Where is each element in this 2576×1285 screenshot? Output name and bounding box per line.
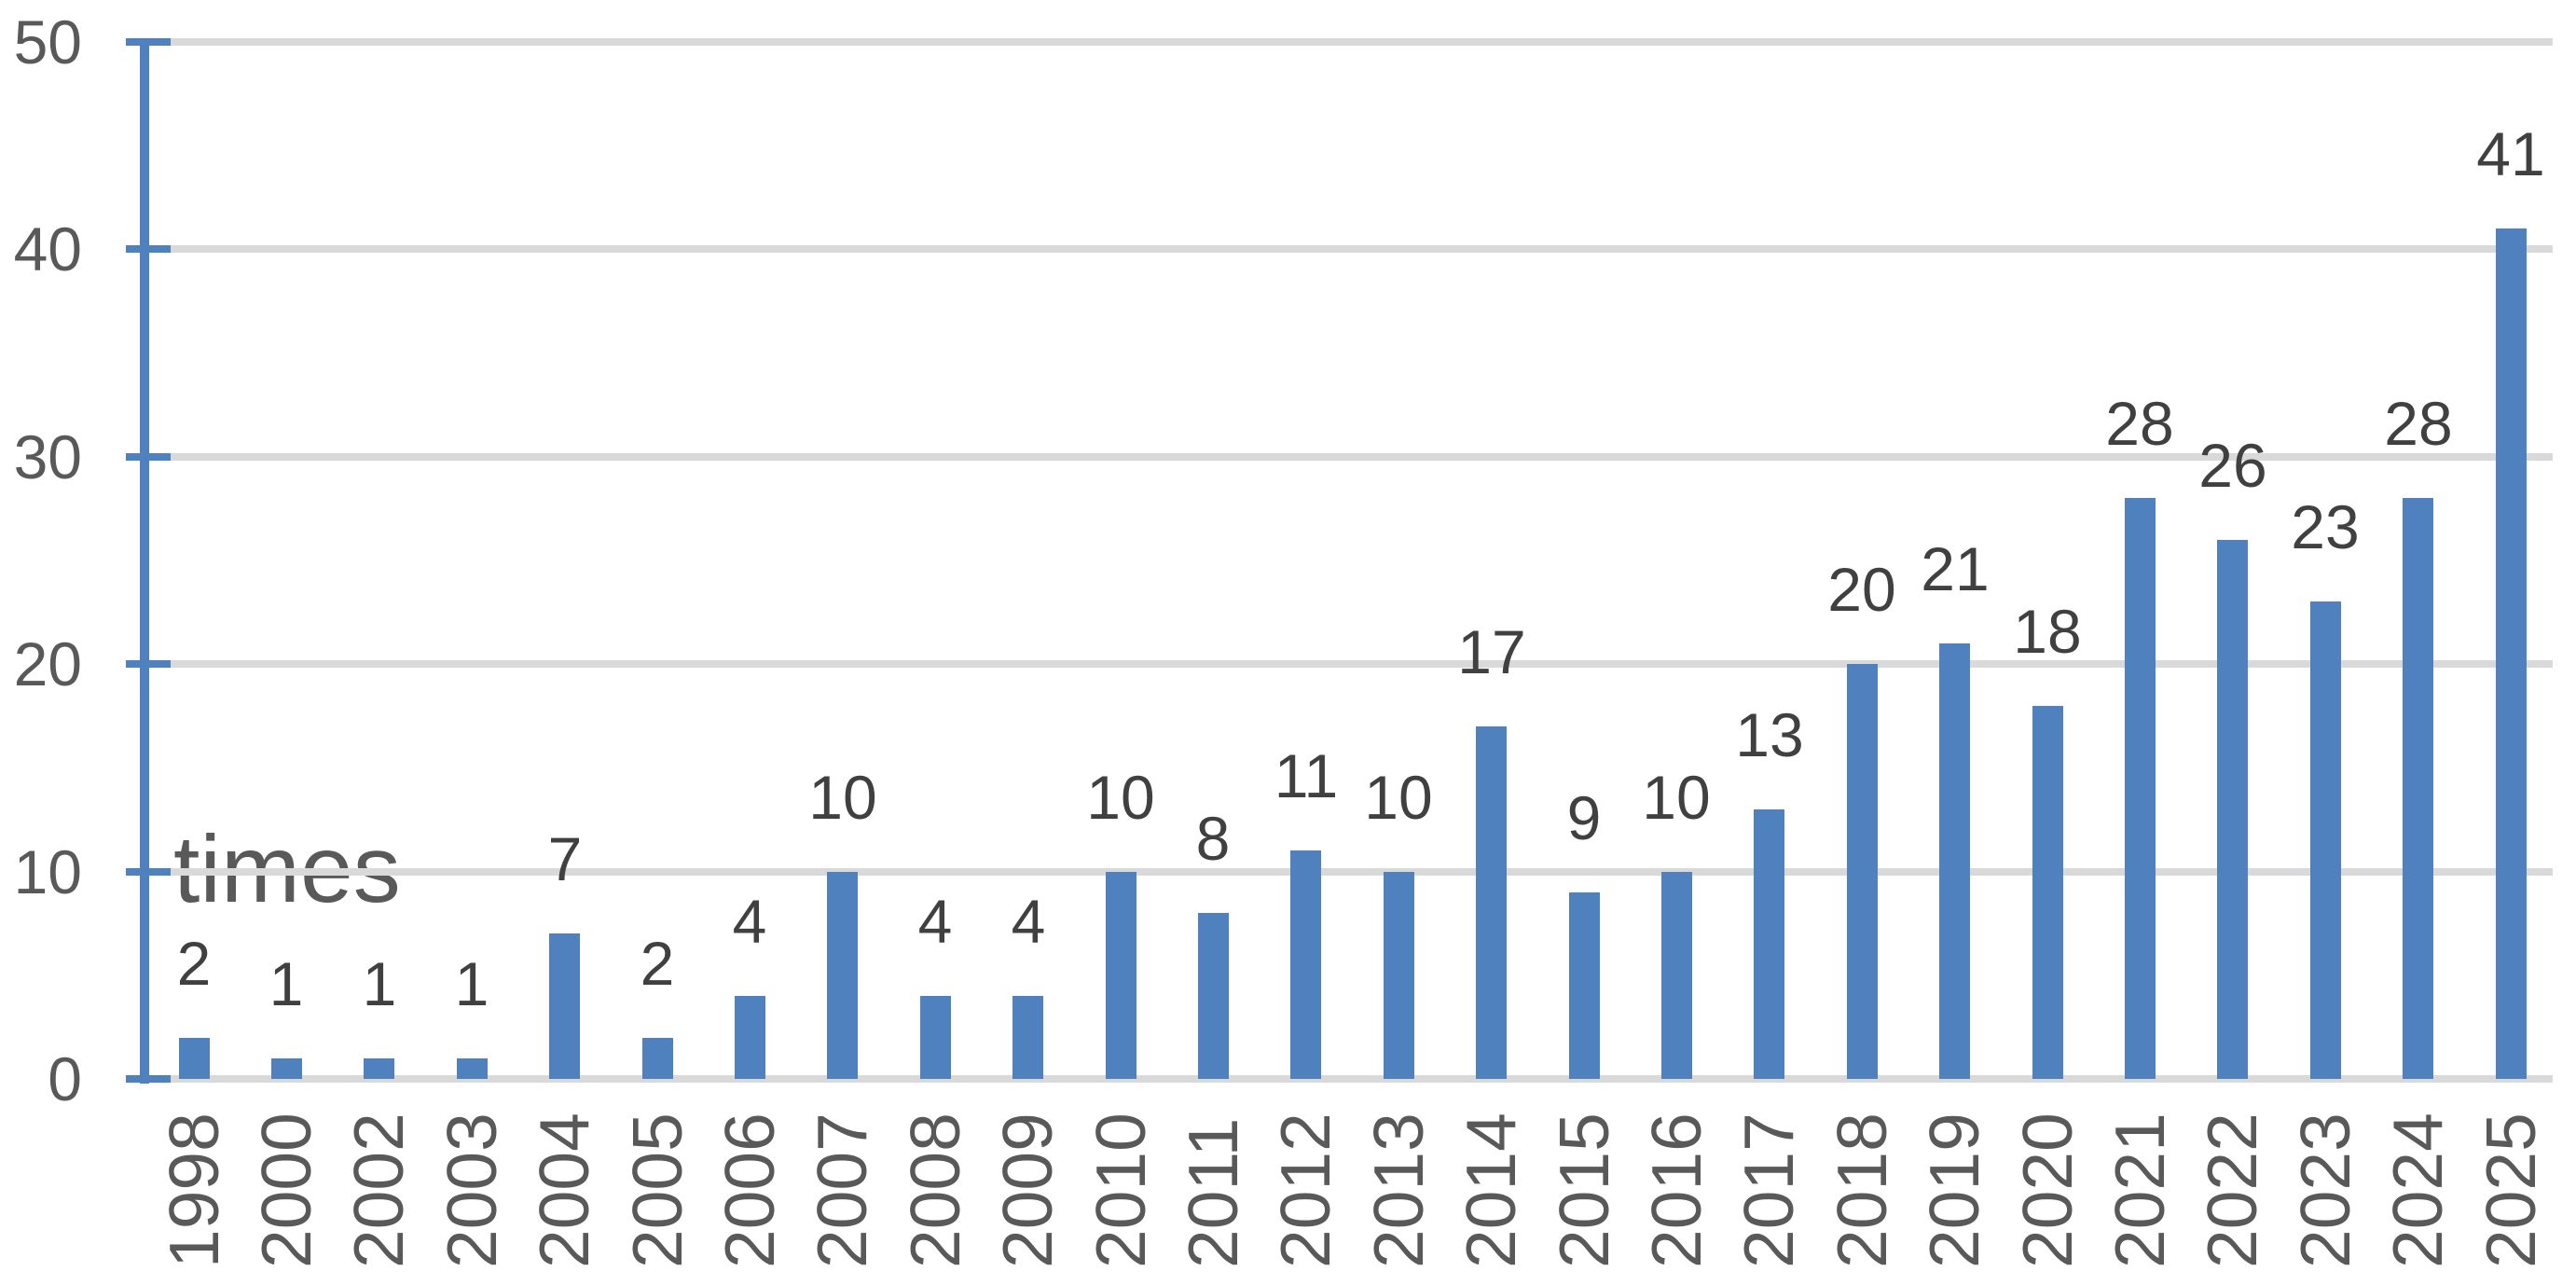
bar-2009 xyxy=(1012,996,1043,1079)
x-axis-label-2008: 2008 xyxy=(896,1112,974,1268)
y-axis-tick-30 xyxy=(126,453,171,461)
bar-2022 xyxy=(2217,540,2248,1079)
data-label-2025: 41 xyxy=(2476,119,2545,188)
data-label-2022: 26 xyxy=(2198,431,2267,500)
data-label-2008: 4 xyxy=(917,887,953,956)
gridline-30 xyxy=(171,453,2553,461)
y-axis-tick-label-20: 20 xyxy=(13,629,82,698)
gridline-20 xyxy=(171,660,2553,668)
bar-2002 xyxy=(364,1058,394,1079)
bar-2018 xyxy=(1847,664,1878,1079)
data-label-2017: 13 xyxy=(1735,700,1804,769)
bar-2007 xyxy=(827,872,858,1079)
y-axis-tick-10 xyxy=(126,868,171,876)
x-axis-label-2019: 2019 xyxy=(1915,1112,1993,1268)
gridline-10 xyxy=(171,868,2553,876)
x-axis-label-2015: 2015 xyxy=(1545,1112,1623,1268)
y-axis-tick-label-50: 50 xyxy=(13,7,82,76)
x-axis-label-2021: 2021 xyxy=(2101,1112,2179,1268)
bar-2020 xyxy=(2032,706,2063,1079)
data-label-2000: 1 xyxy=(269,949,304,1018)
x-axis-label-2004: 2004 xyxy=(525,1112,603,1268)
x-axis-label-1998: 1998 xyxy=(155,1112,233,1268)
data-label-2020: 18 xyxy=(2013,597,2082,666)
bar-2008 xyxy=(920,996,951,1079)
data-label-1998: 2 xyxy=(176,929,212,998)
bar-2004 xyxy=(549,933,580,1079)
x-axis-label-2003: 2003 xyxy=(433,1112,511,1268)
x-axis-label-2007: 2007 xyxy=(803,1112,881,1268)
y-axis-tick-label-0: 0 xyxy=(48,1044,82,1113)
bar-2006 xyxy=(735,996,765,1079)
x-axis-label-2025: 2025 xyxy=(2472,1112,2550,1268)
y-axis-tick-20 xyxy=(126,660,171,668)
data-label-2018: 20 xyxy=(1827,555,1896,624)
y-axis-tick-40 xyxy=(126,245,171,253)
data-label-2012: 11 xyxy=(1274,741,1339,810)
bar-2011 xyxy=(1198,913,1229,1079)
x-axis-label-2000: 2000 xyxy=(247,1112,325,1268)
y-axis-tick-label-30: 30 xyxy=(13,422,82,491)
data-label-2024: 28 xyxy=(2384,389,2453,458)
bar-2015 xyxy=(1569,892,1600,1079)
gridline-50 xyxy=(171,38,2553,46)
x-axis-label-2023: 2023 xyxy=(2286,1112,2364,1268)
x-axis-label-2010: 2010 xyxy=(1081,1112,1160,1268)
gridline-40 xyxy=(171,245,2553,253)
bar-2005 xyxy=(642,1038,673,1079)
bar-2014 xyxy=(1476,726,1507,1079)
x-axis-label-2013: 2013 xyxy=(1359,1112,1438,1268)
x-axis-label-2012: 2012 xyxy=(1266,1112,1344,1268)
y-axis-tick-0 xyxy=(126,1075,171,1083)
bar-2021 xyxy=(2125,498,2156,1079)
gridline-0 xyxy=(145,1075,2553,1083)
bar-2012 xyxy=(1290,850,1321,1079)
x-axis-label-2002: 2002 xyxy=(339,1112,418,1268)
data-label-2016: 10 xyxy=(1642,763,1711,832)
data-label-2014: 17 xyxy=(1457,617,1526,686)
x-axis-label-2017: 2017 xyxy=(1729,1112,1808,1268)
y-axis-tick-label-10: 10 xyxy=(13,837,82,906)
x-axis-label-2016: 2016 xyxy=(1637,1112,1715,1268)
bar-2016 xyxy=(1661,872,1692,1079)
bar-2000 xyxy=(271,1058,302,1079)
bar-2017 xyxy=(1754,809,1784,1079)
y-axis-line xyxy=(140,38,149,1084)
bar-2003 xyxy=(457,1058,488,1079)
data-label-2004: 7 xyxy=(547,824,583,893)
data-label-2006: 4 xyxy=(732,887,767,956)
x-axis-label-2011: 2011 xyxy=(1174,1117,1252,1268)
x-axis-label-2024: 2024 xyxy=(2378,1112,2457,1268)
x-axis-label-2014: 2014 xyxy=(1452,1112,1530,1268)
data-label-2013: 10 xyxy=(1364,763,1433,832)
x-axis-label-2006: 2006 xyxy=(710,1112,789,1268)
bar-1998 xyxy=(179,1038,210,1079)
x-axis-label-2009: 2009 xyxy=(988,1112,1067,1268)
data-label-2019: 21 xyxy=(1921,534,1990,603)
data-label-2009: 4 xyxy=(1011,887,1046,956)
data-label-2007: 10 xyxy=(808,763,877,832)
data-label-2002: 1 xyxy=(362,949,397,1018)
bar-2019 xyxy=(1939,643,1970,1079)
data-label-2015: 9 xyxy=(1566,783,1602,852)
data-label-2011: 8 xyxy=(1195,804,1231,873)
x-axis-label-2005: 2005 xyxy=(618,1112,696,1268)
bar-2024 xyxy=(2403,498,2433,1079)
data-label-2023: 23 xyxy=(2291,492,2360,561)
bar-2023 xyxy=(2310,601,2341,1079)
bar-2010 xyxy=(1106,872,1136,1079)
y-axis-tick-50 xyxy=(126,38,171,46)
x-axis-label-2020: 2020 xyxy=(2008,1112,2087,1268)
x-axis-label-2018: 2018 xyxy=(1823,1112,1901,1268)
data-label-2005: 2 xyxy=(640,929,675,998)
bar-2013 xyxy=(1384,872,1414,1079)
data-label-2010: 10 xyxy=(1086,763,1155,832)
data-label-2021: 28 xyxy=(2105,389,2174,458)
y-axis-tick-label-40: 40 xyxy=(13,214,82,283)
x-axis-label-2022: 2022 xyxy=(2193,1112,2271,1268)
bar-2025 xyxy=(2496,228,2527,1079)
data-label-2003: 1 xyxy=(454,949,489,1018)
